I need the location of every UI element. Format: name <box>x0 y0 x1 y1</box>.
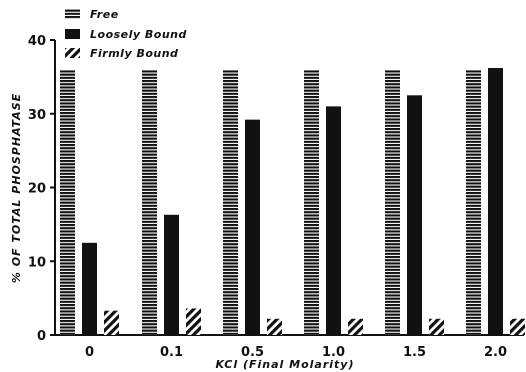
bar-loosely-bound-4 <box>407 95 422 335</box>
x-axis-label: KCl (Final Molarity) <box>215 358 354 371</box>
bar-free-0 <box>60 69 75 335</box>
legend-swatch-firmly-bound <box>65 48 80 58</box>
x-tick-label: 0.1 <box>160 345 183 360</box>
y-ticks: 0 10 20 30 40 <box>28 34 55 344</box>
bar-free-4 <box>385 69 400 335</box>
bar-loosely-bound-0 <box>82 242 97 335</box>
y-tick-label: 40 <box>28 34 46 49</box>
y-axis: 0 10 20 30 40 <box>28 34 56 344</box>
bar-loosely-bound-2 <box>245 119 260 336</box>
bar-loosely-bound-1 <box>164 214 179 335</box>
y-tick-label: 10 <box>28 255 46 270</box>
bar-firmly-bound-1 <box>186 308 201 335</box>
bar-free-1 <box>142 69 157 335</box>
bars <box>60 68 525 336</box>
x-tick-label: 1.0 <box>322 345 345 360</box>
legend-label-free: Free <box>90 8 119 21</box>
bar-firmly-bound-0 <box>104 310 119 335</box>
legend-label-firmly-bound: Firmly Bound <box>90 47 178 60</box>
x-tick-label: 0.5 <box>241 345 264 360</box>
y-tick-label: 0 <box>37 329 46 344</box>
x-tick-label: 0 <box>85 345 94 360</box>
y-axis-label: % OF TOTAL PHOSPHATASE <box>10 93 23 283</box>
legend-swatch-free <box>65 9 80 19</box>
legend: Free Loosely Bound Firmly Bound <box>65 8 187 60</box>
bar-firmly-bound-4 <box>429 318 444 335</box>
x-tick-label: 2.0 <box>484 345 507 360</box>
bar-firmly-bound-5 <box>510 318 525 335</box>
y-tick-label: 30 <box>28 108 46 123</box>
bar-loosely-bound-3 <box>326 106 341 335</box>
bar-free-3 <box>304 69 319 335</box>
bar-firmly-bound-3 <box>348 318 363 335</box>
legend-label-loosely-bound: Loosely Bound <box>90 28 187 41</box>
y-tick-label: 20 <box>28 182 46 197</box>
bar-free-5 <box>466 69 481 335</box>
bar-free-2 <box>223 69 238 335</box>
bar-firmly-bound-2 <box>267 318 282 335</box>
legend-swatch-loosely-bound <box>65 29 80 39</box>
x-tick-label: 1.5 <box>403 345 426 360</box>
x-axis: 0 0.1 0.5 1.0 1.5 2.0 <box>55 334 524 360</box>
x-ticks: 0 0.1 0.5 1.0 1.5 2.0 <box>85 345 507 360</box>
bar-loosely-bound-5 <box>488 68 503 336</box>
